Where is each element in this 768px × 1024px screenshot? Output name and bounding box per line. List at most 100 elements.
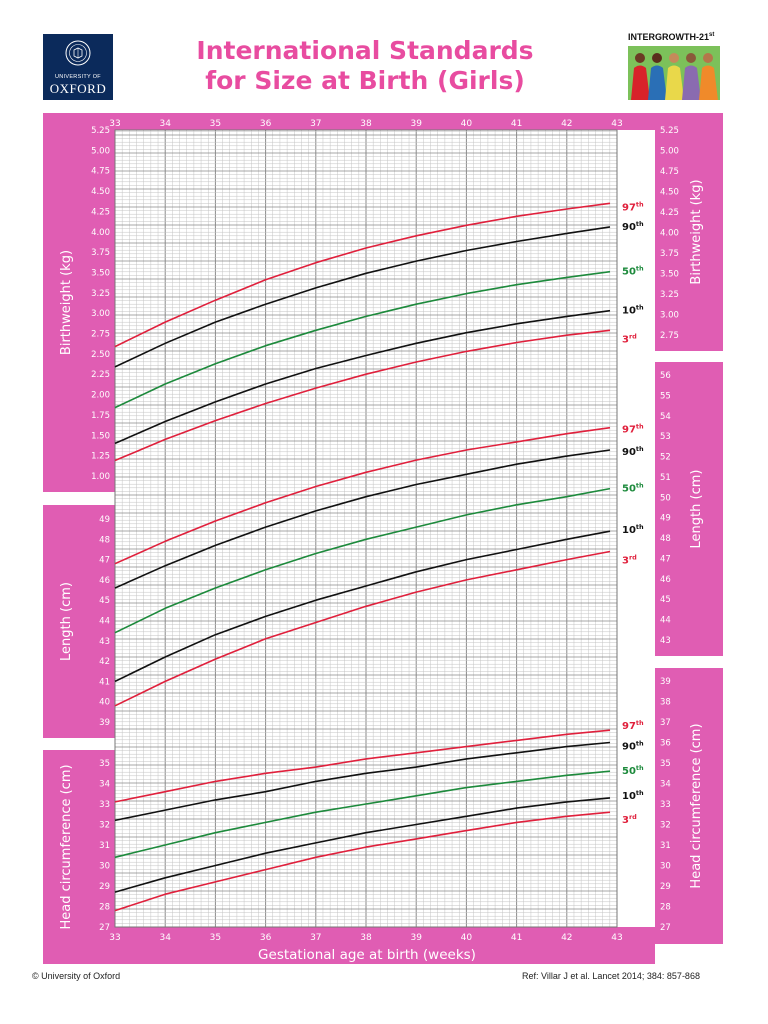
percentile-label-number: 90 <box>622 447 636 458</box>
y-tick-label-right-birthweight: 4.50 <box>660 188 679 198</box>
y-tick-label-left-birthweight: 3.75 <box>91 248 110 258</box>
percentile-label-number: 3 <box>622 334 629 345</box>
y-tick-label-left-length: 47 <box>99 556 110 566</box>
xlabel-band <box>43 944 655 964</box>
series-line-head_circumference-97th <box>114 729 611 803</box>
y-tick-label-right-head_circumference: 29 <box>660 882 671 892</box>
x-tick-label-top: 37 <box>310 119 321 129</box>
y-tick-label-left-birthweight: 5.25 <box>91 126 110 136</box>
x-tick-label-top: 43 <box>611 119 622 129</box>
percentile-label-number: 3 <box>622 555 629 566</box>
y-tick-label-left-length: 39 <box>99 718 110 728</box>
y-tick-label-left-length: 44 <box>99 617 110 627</box>
percentile-label-suffix: th <box>636 789 644 797</box>
intergrowth-label-sup: st <box>709 32 715 38</box>
right-panel-birthweight <box>655 113 723 351</box>
x-tick-label-bottom: 42 <box>561 933 572 943</box>
y-tick-label-right-length: 44 <box>660 616 671 626</box>
y-tick-label-right-birthweight: 4.25 <box>660 208 679 218</box>
series-line-length-90th <box>114 449 611 589</box>
series-line-birthweight-10th <box>114 309 611 445</box>
series-line-length-50th <box>114 487 611 634</box>
series-line-head_circumference-10th <box>114 797 611 893</box>
percentile-label-head_circumference-50th: 50th <box>622 764 644 777</box>
percentile-label-suffix: th <box>636 740 644 748</box>
y-tick-label-left-length: 43 <box>99 637 110 647</box>
percentile-label-length-10th: 10th <box>622 523 644 536</box>
oxford-crest-icon <box>65 40 91 66</box>
series-line-head_circumference-50th <box>114 770 611 859</box>
y-tick-label-right-length: 54 <box>660 412 671 422</box>
y-tick-label-right-length: 50 <box>660 493 671 503</box>
y-tick-label-right-head_circumference: 39 <box>660 677 671 687</box>
y-tick-label-right-birthweight: 5.00 <box>660 147 679 157</box>
y-tick-label-right-birthweight: 3.00 <box>660 311 679 321</box>
percentile-label-number: 90 <box>622 222 636 233</box>
y-tick-label-left-birthweight: 4.50 <box>91 187 110 197</box>
y-tick-label-left-birthweight: 3.25 <box>91 289 110 299</box>
y-tick-label-left-length: 40 <box>99 698 110 708</box>
percentile-label-suffix: rd <box>629 813 637 821</box>
y-tick-label-left-birthweight: 4.25 <box>91 207 110 217</box>
right-panel-length <box>655 362 723 656</box>
percentile-label-number: 50 <box>622 267 636 278</box>
y-tick-label-right-length: 45 <box>660 595 671 605</box>
x-tick-label-bottom: 34 <box>159 933 171 943</box>
y-axis-label-right-birthweight: Birthweight (kg) <box>689 179 704 284</box>
series-line-head_circumference-3rd <box>114 811 611 912</box>
y-tick-label-right-head_circumference: 31 <box>660 841 671 851</box>
series-line-birthweight-3rd <box>114 329 611 462</box>
y-tick-label-right-head_circumference: 34 <box>660 780 671 790</box>
y-axis-label-left-length: Length (cm) <box>59 582 74 661</box>
reference-text: Ref: Villar J et al. Lancet 2014; 384: 8… <box>522 971 700 981</box>
percentile-label-length-90th: 90th <box>622 445 644 458</box>
y-tick-label-left-head_circumference: 30 <box>99 862 110 872</box>
y-tick-label-left-length: 46 <box>99 576 110 586</box>
y-tick-label-left-head_circumference: 35 <box>99 759 110 769</box>
series-line-length-3rd <box>114 550 611 707</box>
y-tick-label-left-birthweight: 2.50 <box>91 350 110 360</box>
oxford-logo-line2: OXFORD <box>49 81 107 96</box>
y-tick-label-right-length: 49 <box>660 514 671 524</box>
y-tick-label-right-length: 43 <box>660 636 671 646</box>
percentile-label-suffix: th <box>636 482 644 490</box>
percentile-label-number: 97 <box>622 721 636 732</box>
y-tick-label-left-birthweight: 2.75 <box>91 330 110 340</box>
grid-border <box>114 129 618 928</box>
left-panel-birthweight <box>43 113 115 492</box>
percentile-label-number: 50 <box>622 484 636 495</box>
x-tick-label-bottom: 33 <box>109 933 120 943</box>
copyright-text: © University of Oxford <box>32 971 121 981</box>
percentile-label-birthweight-90th: 90th <box>622 220 644 233</box>
y-tick-label-left-birthweight: 3.00 <box>91 309 110 319</box>
y-tick-label-left-head_circumference: 34 <box>99 780 110 790</box>
y-tick-label-left-length: 48 <box>99 535 110 545</box>
y-tick-label-right-birthweight: 4.00 <box>660 229 679 239</box>
x-tick-label-bottom: 39 <box>410 933 422 943</box>
x-tick-label-top: 38 <box>360 119 372 129</box>
percentile-label-birthweight-97th: 97th <box>622 200 644 213</box>
left-panel-head_circumference <box>43 750 115 944</box>
y-tick-label-right-head_circumference: 33 <box>660 800 671 810</box>
y-tick-label-left-head_circumference: 31 <box>99 841 110 851</box>
y-axis-label-left-birthweight: Birthweight (kg) <box>59 250 74 355</box>
percentile-label-head_circumference-97th: 97th <box>622 719 644 732</box>
page-title-line1: International Standards <box>196 36 534 65</box>
x-tick-label-top: 42 <box>561 119 572 129</box>
percentile-label-suffix: th <box>636 304 644 312</box>
y-tick-label-right-birthweight: 3.50 <box>660 270 679 280</box>
y-tick-label-right-birthweight: 3.25 <box>660 290 679 300</box>
x-tick-label-top: 35 <box>210 119 221 129</box>
percentile-label-suffix: th <box>636 265 644 273</box>
y-axis-label-left-head_circumference: Head circumference (cm) <box>59 764 74 929</box>
series-line-length-10th <box>114 530 611 683</box>
percentile-label-suffix: th <box>636 445 644 453</box>
oxford-logo-line1: UNIVERSITY OF <box>55 74 101 80</box>
series-line-birthweight-90th <box>114 226 611 368</box>
percentile-label-suffix: th <box>636 200 644 208</box>
y-axis-label-right-length: Length (cm) <box>689 470 704 549</box>
y-tick-label-right-birthweight: 5.25 <box>660 126 679 136</box>
y-tick-label-right-length: 53 <box>660 432 671 442</box>
x-tick-label-bottom: 36 <box>260 933 272 943</box>
x-tick-label-bottom: 43 <box>611 933 622 943</box>
